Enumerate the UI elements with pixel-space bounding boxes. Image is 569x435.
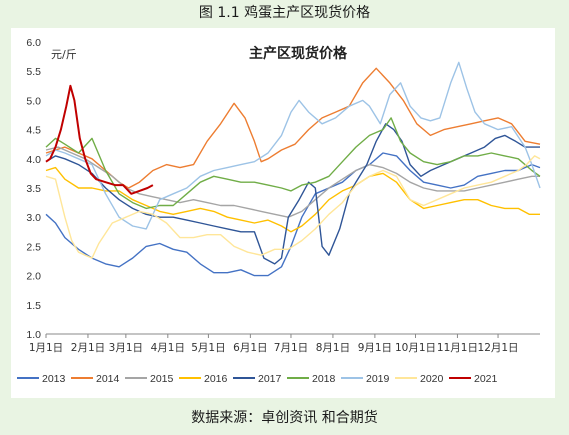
legend-label-2017: 2017 [258,373,282,385]
chart-panel: 1.0 1.5 2.0 2.5 3.0 3.5 4.0 4.5 5.0 5.5 6.0 1月1日 2月… [11,28,555,398]
source-note: 数据来源：卓创资讯 和合期货 [191,410,378,426]
y-tick-label: 2.0 [26,271,41,283]
x-axis-ticks: 1月1日 2月1日 3月1日 4月1日 5月1日 6月1日 7月1日 8月1日 9月1日 10月1… [29,334,519,354]
x-tick-label: 1月1日 [29,342,63,354]
y-axis-ticks: 1.0 1.5 2.0 2.5 3.0 3.5 4.0 4.5 5.0 5.5 6.0 [26,37,41,341]
x-tick-label: 11月1日 [437,342,478,354]
x-tick-label: 12月1日 [478,342,519,354]
series-lines [45,61,541,277]
y-tick-label: 6.0 [26,37,41,49]
series-line-2021 [45,84,154,195]
series-line-2016 [45,166,540,233]
y-tick-label: 2.5 [26,241,41,253]
y-tick-label: 3.5 [26,183,41,195]
x-tick-label: 2月1日 [71,342,105,354]
y-tick-label: 4.0 [26,154,41,166]
x-tick-label: 8月1日 [316,342,350,354]
series-line-2018 [45,117,541,210]
legend-label-2013: 2013 [42,373,66,385]
figure-caption: 图 1.1 鸡蛋主产区现货价格 [198,5,371,21]
series-line-2019 [45,61,541,230]
price-line-chart: 1.0 1.5 2.0 2.5 3.0 3.5 4.0 4.5 5.0 5.5 6.0 1月1日 2月… [17,37,541,385]
legend-label-2020: 2020 [420,373,444,385]
x-tick-label: 7月1日 [274,342,308,354]
x-tick-label: 10月1日 [395,342,436,354]
x-tick-label: 6月1日 [233,342,267,354]
series-line-2015 [45,146,540,218]
x-tick-label: 9月1日 [358,342,392,354]
y-tick-label: 1.0 [26,329,41,341]
y-tick-label: 5.5 [26,66,41,78]
x-tick-label: 4月1日 [151,342,185,354]
legend-label-2021: 2021 [474,373,498,385]
legend: 2013 2014 2015 2016 2017 2018 2019 2020 2021 [17,373,498,385]
legend-label-2019: 2019 [366,373,390,385]
y-tick-label: 1.5 [26,300,41,312]
series-line-2013 [45,152,541,277]
legend-label-2016: 2016 [204,373,228,385]
y-tick-label: 5.0 [26,95,41,107]
y-unit-label: 元/斤 [51,48,77,61]
legend-label-2018: 2018 [312,373,336,385]
legend-label-2015: 2015 [150,373,174,385]
series-line-2020 [45,155,541,259]
y-tick-label: 4.5 [26,125,41,137]
chart-title: 主产区现货价格 [249,45,348,62]
x-tick-label: 5月1日 [191,342,225,354]
x-tick-label: 3月1日 [109,342,143,354]
y-tick-label: 3.0 [26,212,41,224]
legend-label-2014: 2014 [96,373,120,385]
